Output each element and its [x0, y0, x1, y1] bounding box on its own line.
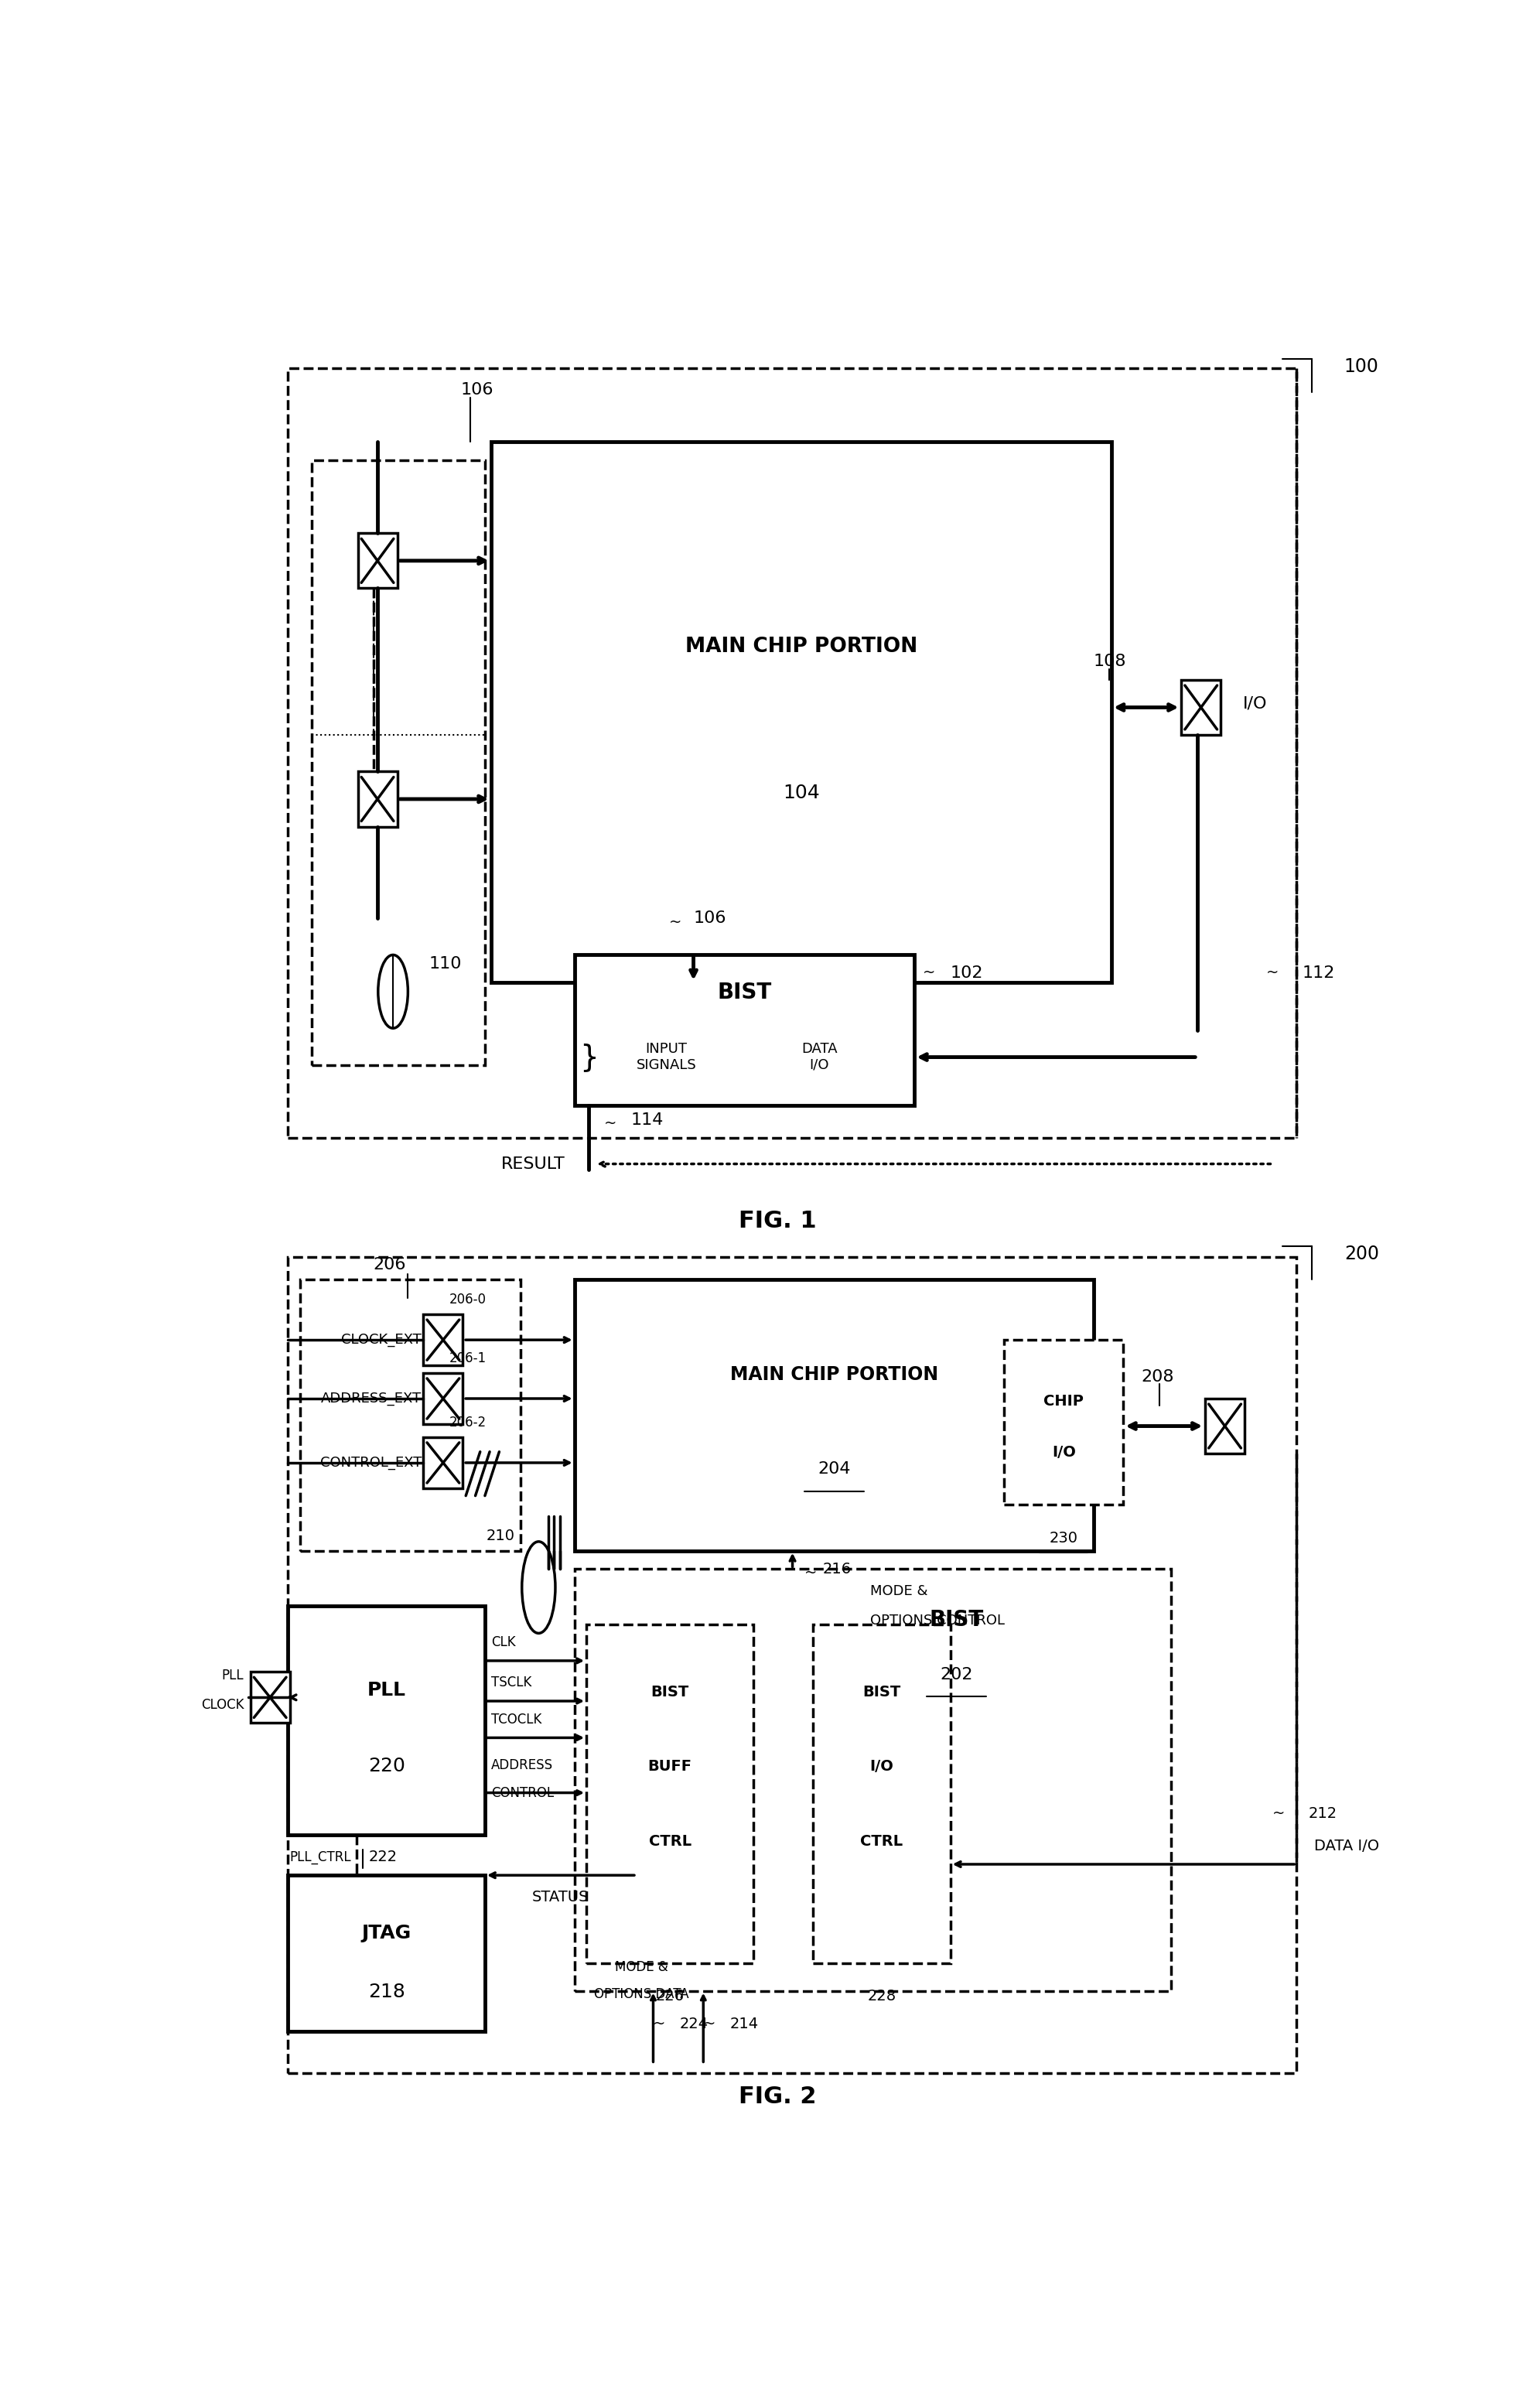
Text: OPTIONS DATA: OPTIONS DATA — [594, 1988, 688, 2002]
Text: 218: 218 — [368, 1983, 405, 2002]
Text: 216: 216 — [822, 1562, 852, 1576]
Text: 202: 202 — [939, 1667, 973, 1683]
Bar — [288, 1876, 485, 2031]
Text: 224: 224 — [679, 2017, 708, 2031]
Text: MODE &: MODE & — [870, 1583, 927, 1598]
Text: I/O: I/O — [1052, 1445, 1076, 1460]
Text: 206: 206 — [373, 1257, 407, 1271]
Bar — [574, 955, 915, 1105]
Text: CLK: CLK — [491, 1636, 516, 1650]
Text: 114: 114 — [630, 1112, 664, 1129]
Text: ~: ~ — [1266, 967, 1278, 981]
Bar — [311, 460, 485, 1064]
Text: DATA
I/O: DATA I/O — [801, 1043, 838, 1071]
Bar — [1206, 1398, 1244, 1452]
Text: I/O: I/O — [870, 1760, 893, 1774]
Text: TCOCLK: TCOCLK — [491, 1712, 542, 1726]
Text: STATUS: STATUS — [533, 1891, 590, 1905]
Bar — [587, 1624, 753, 1964]
Text: BIST: BIST — [929, 1610, 984, 1631]
Text: 100: 100 — [1344, 357, 1378, 376]
Text: }: } — [579, 1043, 599, 1071]
Bar — [574, 1279, 1093, 1550]
Text: ~: ~ — [653, 2017, 665, 2031]
Bar — [357, 771, 397, 826]
Text: 200: 200 — [1344, 1245, 1378, 1262]
Text: BIST: BIST — [651, 1686, 688, 1700]
Text: PLL: PLL — [222, 1669, 243, 1683]
Bar — [357, 533, 397, 588]
Text: ~: ~ — [922, 967, 935, 981]
Text: 206-2: 206-2 — [450, 1414, 487, 1429]
Text: 230: 230 — [1049, 1531, 1078, 1545]
Text: DATA I/O: DATA I/O — [1315, 1838, 1380, 1852]
Text: ADDRESS: ADDRESS — [491, 1757, 553, 1771]
Text: BUFF: BUFF — [648, 1760, 691, 1774]
Bar — [288, 1257, 1297, 2074]
Bar — [813, 1624, 950, 1964]
Text: CTRL: CTRL — [861, 1833, 902, 1848]
Bar — [1004, 1341, 1124, 1505]
Text: 112: 112 — [1303, 964, 1335, 981]
Text: ~: ~ — [1272, 1807, 1284, 1821]
Bar — [424, 1314, 464, 1367]
Text: OPTIONS CONTROL: OPTIONS CONTROL — [870, 1614, 1004, 1626]
Text: 104: 104 — [782, 783, 819, 802]
Text: 204: 204 — [818, 1462, 850, 1476]
Text: 206-0: 206-0 — [450, 1293, 487, 1307]
Text: ~: ~ — [604, 1117, 616, 1131]
Text: I/O: I/O — [1243, 695, 1267, 712]
Text: PLL: PLL — [367, 1681, 405, 1700]
Text: 208: 208 — [1141, 1369, 1173, 1383]
Text: FIG. 1: FIG. 1 — [738, 1210, 816, 1231]
Ellipse shape — [379, 955, 408, 1029]
Text: ~: ~ — [670, 914, 682, 929]
Text: ADDRESS_EXT: ADDRESS_EXT — [320, 1391, 422, 1405]
Text: MAIN CHIP PORTION: MAIN CHIP PORTION — [685, 638, 918, 657]
Text: ~: ~ — [804, 1564, 816, 1581]
Text: BIST: BIST — [862, 1686, 901, 1700]
Text: ~: ~ — [702, 2017, 716, 2031]
Text: MAIN CHIP PORTION: MAIN CHIP PORTION — [730, 1364, 938, 1383]
Text: CHIP: CHIP — [1044, 1393, 1084, 1407]
Text: 102: 102 — [950, 964, 983, 981]
Text: 108: 108 — [1093, 655, 1126, 669]
Text: 222: 222 — [370, 1850, 397, 1864]
Text: 220: 220 — [368, 1757, 405, 1776]
Text: CONTROL_EXT: CONTROL_EXT — [320, 1455, 422, 1469]
Text: CLOCK: CLOCK — [200, 1698, 243, 1712]
Text: MODE &: MODE & — [614, 1960, 668, 1974]
Text: 106: 106 — [460, 383, 494, 398]
Text: 206-1: 206-1 — [450, 1352, 487, 1364]
Bar — [251, 1671, 290, 1724]
Text: CLOCK_EXT: CLOCK_EXT — [342, 1333, 422, 1348]
Text: 106: 106 — [693, 910, 727, 926]
Text: CTRL: CTRL — [648, 1833, 691, 1848]
Text: TSCLK: TSCLK — [491, 1676, 531, 1691]
Text: 212: 212 — [1309, 1807, 1337, 1821]
Ellipse shape — [522, 1541, 556, 1633]
Text: 210: 210 — [487, 1529, 514, 1543]
Text: JTAG: JTAG — [362, 1924, 411, 1943]
Text: 214: 214 — [730, 2017, 758, 2031]
Text: 226: 226 — [656, 1988, 684, 2002]
Text: BIST: BIST — [718, 981, 772, 1002]
Text: 228: 228 — [867, 1988, 896, 2002]
Text: 110: 110 — [428, 957, 462, 971]
Text: INPUT
SIGNALS: INPUT SIGNALS — [636, 1043, 696, 1071]
Bar — [288, 369, 1297, 1138]
Bar — [288, 1605, 485, 1836]
Bar — [424, 1374, 464, 1424]
Text: PLL_CTRL: PLL_CTRL — [290, 1850, 351, 1864]
Text: FIG. 2: FIG. 2 — [739, 2086, 816, 2107]
Bar — [574, 1569, 1172, 1991]
Text: CONTROL: CONTROL — [491, 1786, 553, 1800]
Bar — [300, 1279, 521, 1550]
Bar — [491, 440, 1112, 983]
Text: RESULT: RESULT — [501, 1157, 565, 1171]
Bar — [1181, 681, 1221, 736]
Bar — [424, 1438, 464, 1488]
